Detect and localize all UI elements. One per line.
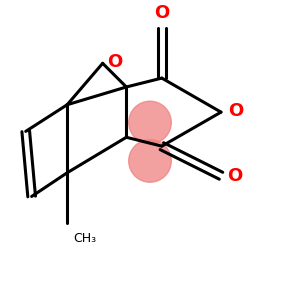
Text: CH₃: CH₃	[73, 232, 96, 245]
Text: O: O	[228, 102, 244, 120]
Text: O: O	[154, 4, 170, 22]
Circle shape	[129, 140, 171, 182]
Text: O: O	[107, 53, 122, 71]
Circle shape	[129, 101, 171, 144]
Text: O: O	[227, 167, 242, 185]
